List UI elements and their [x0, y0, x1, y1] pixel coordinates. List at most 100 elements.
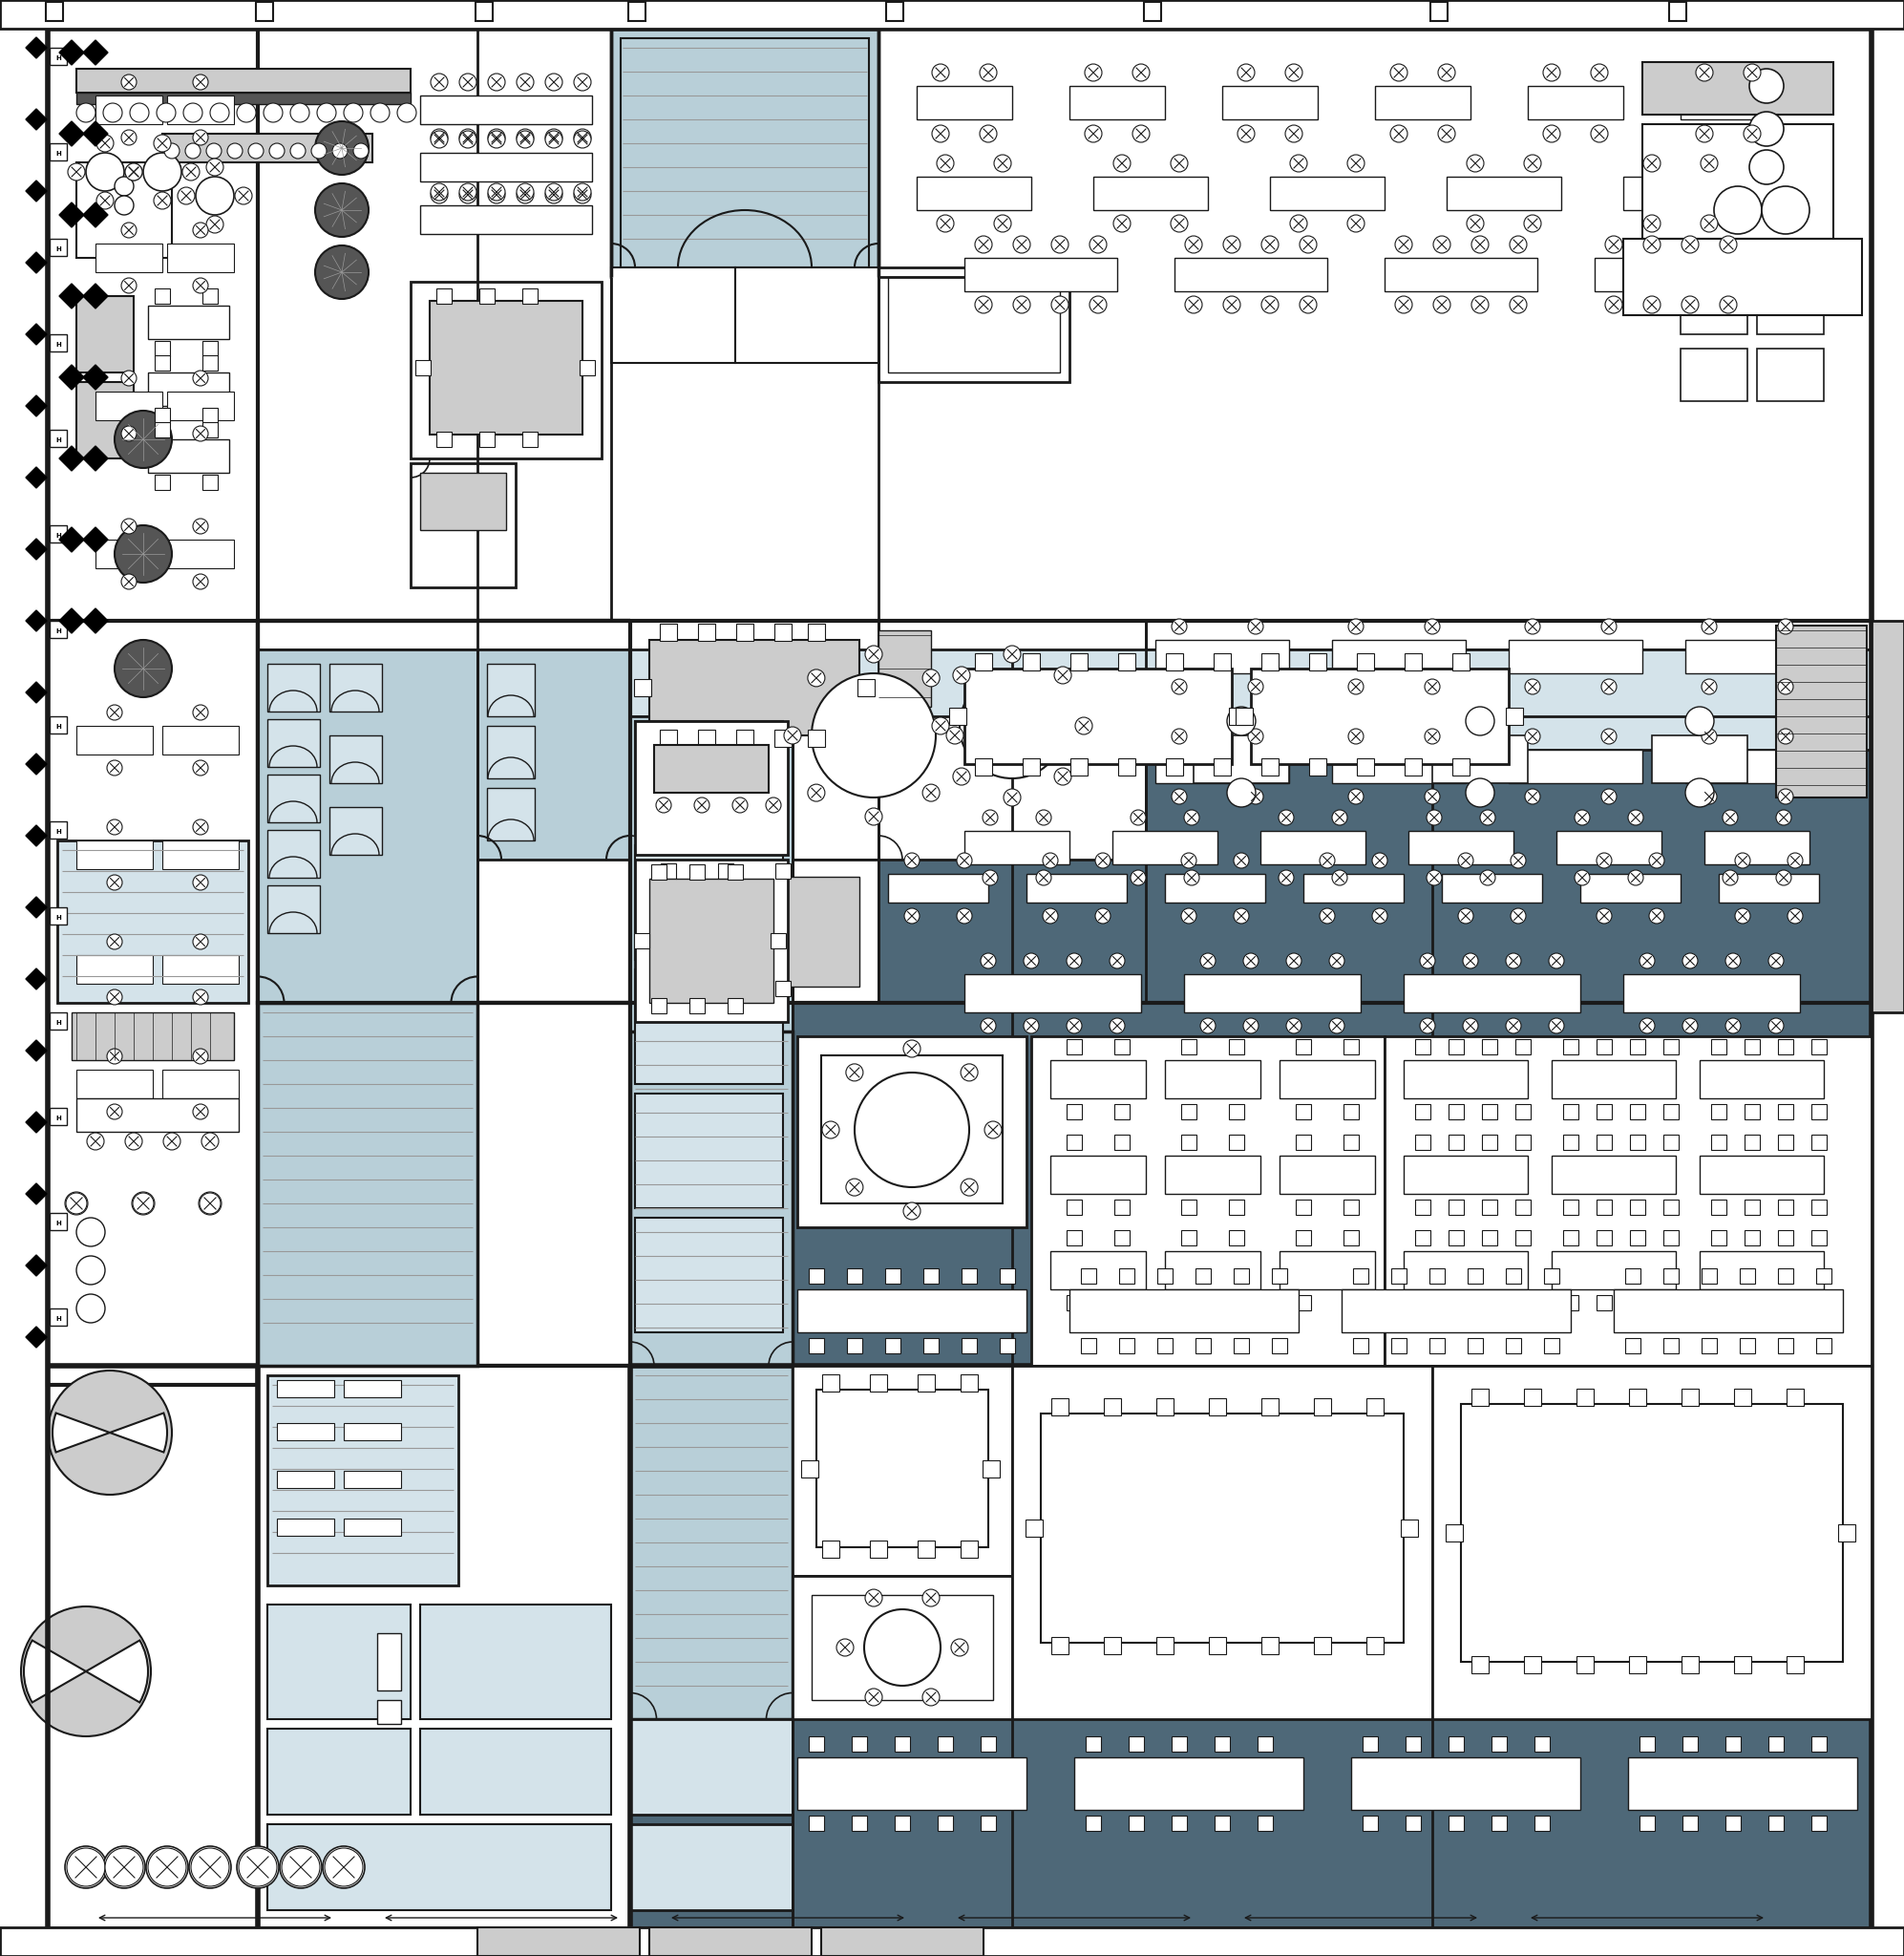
Circle shape: [183, 162, 200, 180]
Circle shape: [1719, 295, 1736, 313]
Bar: [962, 1541, 979, 1557]
Bar: [887, 874, 988, 902]
Bar: [1643, 63, 1834, 115]
Bar: [50, 526, 67, 542]
Bar: [1778, 1134, 1794, 1150]
Bar: [1070, 1289, 1299, 1332]
Bar: [1430, 2, 1447, 22]
Circle shape: [1725, 1019, 1740, 1033]
Circle shape: [183, 104, 202, 121]
Bar: [699, 624, 716, 642]
Polygon shape: [59, 284, 84, 309]
Circle shape: [1036, 870, 1051, 886]
Bar: [1744, 1230, 1759, 1246]
Bar: [1403, 1156, 1527, 1193]
Circle shape: [1333, 870, 1348, 886]
Circle shape: [1723, 870, 1738, 886]
Bar: [636, 970, 783, 1084]
Bar: [1000, 1338, 1015, 1354]
Circle shape: [1319, 908, 1335, 923]
Text: H: H: [55, 1019, 61, 1025]
Bar: [1228, 1230, 1243, 1246]
Circle shape: [1348, 679, 1363, 694]
Bar: [255, 2, 272, 22]
Bar: [1085, 1815, 1101, 1831]
Circle shape: [1628, 870, 1643, 886]
Bar: [1344, 1103, 1359, 1119]
Bar: [1664, 1230, 1679, 1246]
Circle shape: [811, 673, 935, 798]
Circle shape: [1291, 155, 1308, 172]
Bar: [1304, 874, 1403, 902]
Circle shape: [923, 784, 941, 802]
Circle shape: [107, 761, 122, 775]
Bar: [661, 980, 676, 996]
Polygon shape: [84, 203, 109, 227]
Bar: [1481, 1103, 1497, 1119]
Bar: [257, 1003, 1872, 1365]
Bar: [345, 1518, 402, 1535]
Bar: [885, 1338, 901, 1354]
Circle shape: [126, 162, 143, 180]
Circle shape: [937, 155, 954, 172]
Circle shape: [902, 1203, 920, 1221]
Bar: [916, 176, 1032, 209]
Circle shape: [1462, 953, 1478, 968]
Bar: [76, 955, 152, 984]
Bar: [1215, 1815, 1230, 1831]
Circle shape: [1702, 730, 1717, 743]
Bar: [1811, 1039, 1826, 1054]
Bar: [1118, 653, 1135, 671]
Bar: [257, 649, 478, 1003]
Circle shape: [1542, 65, 1559, 82]
Circle shape: [122, 223, 137, 239]
Circle shape: [1420, 1019, 1436, 1033]
Bar: [168, 540, 234, 569]
Text: H: H: [55, 829, 61, 835]
Circle shape: [1778, 679, 1794, 694]
Bar: [649, 640, 859, 735]
Bar: [48, 29, 257, 1385]
Bar: [1405, 653, 1422, 671]
Bar: [1184, 974, 1361, 1013]
Bar: [792, 1365, 1013, 1577]
Bar: [1051, 1060, 1146, 1099]
Circle shape: [1685, 778, 1714, 808]
Bar: [1535, 1737, 1550, 1753]
Bar: [1260, 1637, 1279, 1655]
Bar: [1778, 1267, 1794, 1283]
Circle shape: [1066, 953, 1081, 968]
Circle shape: [97, 135, 114, 153]
Bar: [636, 1219, 783, 1332]
Bar: [1664, 1267, 1679, 1283]
Bar: [421, 205, 592, 235]
Circle shape: [1769, 953, 1784, 968]
Circle shape: [1373, 853, 1388, 868]
Text: H: H: [55, 55, 61, 61]
Bar: [1523, 1389, 1540, 1406]
Circle shape: [192, 874, 208, 890]
Bar: [1481, 1039, 1497, 1054]
Circle shape: [994, 155, 1011, 172]
Bar: [95, 391, 162, 421]
Circle shape: [1510, 853, 1525, 868]
Bar: [1070, 653, 1087, 671]
Circle shape: [326, 1848, 364, 1886]
Circle shape: [733, 798, 748, 814]
Polygon shape: [27, 37, 48, 59]
Bar: [1297, 1230, 1312, 1246]
Circle shape: [459, 186, 476, 203]
Bar: [1310, 759, 1327, 775]
Circle shape: [1458, 908, 1474, 923]
Polygon shape: [27, 896, 48, 917]
Circle shape: [1639, 953, 1655, 968]
Bar: [885, 2, 902, 22]
Bar: [727, 998, 743, 1013]
Bar: [1506, 1267, 1521, 1283]
Bar: [1022, 759, 1040, 775]
Bar: [267, 1825, 611, 1911]
Bar: [1700, 1156, 1824, 1193]
Circle shape: [192, 704, 208, 720]
Circle shape: [1234, 853, 1249, 868]
Circle shape: [1525, 618, 1540, 634]
